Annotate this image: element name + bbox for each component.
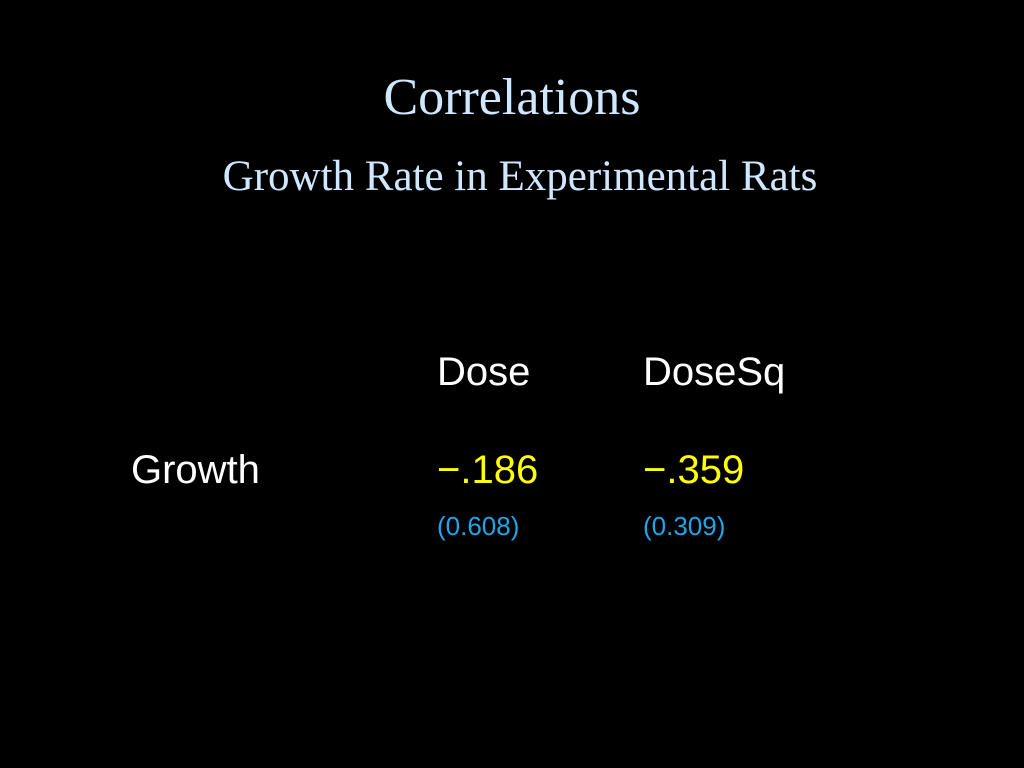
slide-subtitle: Growth Rate in Experimental Rats <box>222 153 818 200</box>
correlation-value-dose: −.186 <box>437 448 539 492</box>
row-label-growth: Growth <box>131 448 260 492</box>
column-header-dose: Dose <box>437 350 531 394</box>
slide-title: Correlations <box>383 69 641 126</box>
p-value-dose: (0.608) <box>437 511 520 541</box>
column-header-dosesq: DoseSq <box>643 350 786 394</box>
p-value-dosesq: (0.309) <box>643 511 726 541</box>
correlation-value-dosesq: −.359 <box>643 448 745 492</box>
